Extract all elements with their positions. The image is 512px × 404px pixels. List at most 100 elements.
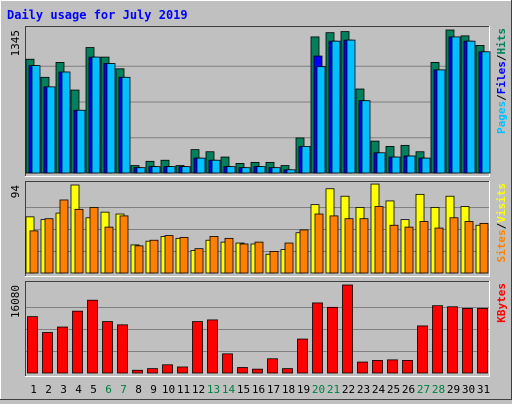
bar-pages-day-11	[181, 166, 191, 174]
bar-pages-day-29	[451, 36, 461, 174]
x-tick-label: 17	[267, 383, 280, 396]
bar-kbytes-day-9	[147, 368, 158, 374]
bar-sites-day-11	[179, 237, 189, 274]
bar-kbytes-day-2	[42, 332, 53, 374]
bar-sites-day-19	[299, 229, 309, 274]
panel-legend: Sites/Visits	[495, 183, 508, 263]
bar-sites-day-22	[344, 218, 354, 274]
bar-kbytes-day-4	[72, 310, 83, 374]
x-tick-label: 6	[105, 383, 112, 396]
bar-sites-day-26	[404, 226, 414, 274]
x-tick-label: 30	[462, 383, 475, 396]
bar-sites-day-17	[269, 251, 279, 274]
bar-kbytes-day-21	[327, 306, 338, 374]
x-tick-label: 11	[177, 383, 190, 396]
x-tick-label: 20	[312, 383, 325, 396]
bar-kbytes-day-30	[462, 308, 473, 374]
x-tick-label: 8	[135, 383, 142, 396]
legend-item: Files	[495, 61, 508, 94]
x-tick-label: 2	[45, 383, 52, 396]
bar-sites-day-20	[314, 213, 324, 274]
x-tick-label: 15	[237, 383, 250, 396]
bar-pages-day-24	[376, 152, 386, 174]
bar-pages-day-12	[196, 157, 206, 174]
legend-item: Pages	[495, 101, 508, 134]
x-tick-label: 26	[402, 383, 415, 396]
bar-kbytes-day-10	[162, 364, 173, 374]
panel-legend: Pages/Files/Hits	[495, 28, 508, 134]
legend-item: /	[495, 94, 508, 101]
x-tick-label: 13	[207, 383, 220, 396]
bar-pages-day-9	[151, 166, 161, 174]
bar-sites-day-13	[209, 236, 219, 274]
bar-sites-day-2	[44, 218, 54, 274]
bar-kbytes-day-16	[252, 368, 263, 374]
bar-kbytes-day-26	[402, 360, 413, 374]
bar-kbytes-day-6	[102, 321, 113, 374]
legend-item: /	[495, 54, 508, 61]
legend-item: Visits	[495, 183, 508, 223]
bar-kbytes-day-13	[207, 319, 218, 374]
x-tick-label: 23	[357, 383, 370, 396]
bar-sites-day-16	[254, 241, 264, 274]
bar-kbytes-day-20	[312, 302, 323, 374]
bar-kbytes-day-24	[372, 360, 383, 374]
bar-pages-day-25	[391, 156, 401, 174]
bar-pages-day-5	[91, 56, 101, 174]
bar-sites-day-30	[464, 221, 474, 274]
x-tick-label: 19	[297, 383, 310, 396]
bar-sites-day-14	[224, 237, 234, 274]
chart-title: Daily usage for July 2019	[7, 8, 188, 22]
bar-kbytes-day-18	[282, 368, 293, 374]
bar-sites-day-4	[74, 208, 84, 274]
bar-pages-day-26	[406, 155, 416, 174]
bar-sites-day-27	[419, 221, 429, 274]
bar-sites-day-10	[164, 235, 174, 274]
bar-pages-day-18	[286, 169, 296, 174]
bar-kbytes-day-17	[267, 358, 278, 374]
bar-pages-day-22	[346, 39, 356, 174]
x-tick-label: 16	[252, 383, 265, 396]
bar-kbytes-day-3	[57, 326, 68, 374]
bar-pages-day-2	[46, 86, 56, 174]
x-tick-label: 24	[372, 383, 386, 396]
bar-pages-day-20	[316, 66, 326, 174]
bar-sites-day-1	[29, 230, 39, 274]
x-tick-label: 27	[417, 383, 430, 396]
x-tick-label: 29	[447, 383, 460, 396]
x-tick-label: 22	[342, 383, 355, 396]
y-max-label: 1345	[9, 30, 22, 57]
bar-kbytes-day-1	[27, 316, 38, 374]
bar-pages-day-1	[31, 65, 41, 174]
bar-kbytes-day-22	[342, 284, 353, 374]
bar-kbytes-day-14	[222, 353, 233, 374]
bar-kbytes-day-29	[447, 306, 458, 374]
x-tick-label: 21	[327, 383, 340, 396]
bar-pages-day-10	[166, 166, 176, 174]
bar-sites-day-28	[434, 227, 444, 274]
bar-sites-day-6	[104, 226, 114, 274]
x-tick-label: 10	[162, 383, 175, 396]
bar-pages-day-28	[436, 69, 446, 174]
bar-pages-day-27	[421, 157, 431, 174]
x-tick-label: 1	[30, 383, 37, 396]
bar-sites-day-18	[284, 242, 294, 274]
bar-sites-day-7	[119, 215, 129, 274]
bar-kbytes-day-27	[417, 325, 428, 374]
legend-item: Sites	[495, 229, 508, 262]
bar-pages-day-8	[136, 167, 146, 174]
y-max-label: 94	[9, 185, 22, 199]
x-tick-label: 7	[120, 383, 127, 396]
x-tick-label: 3	[60, 383, 67, 396]
y-max-label: 16080	[9, 285, 22, 318]
x-tick-label: 9	[150, 383, 157, 396]
x-tick-label: 28	[432, 383, 445, 396]
panel-visits-sites: 94 Sites/Visits	[9, 181, 508, 277]
legend-item: /	[495, 222, 508, 229]
bar-pages-day-6	[106, 63, 116, 174]
bar-pages-day-4	[76, 109, 86, 174]
bar-sites-day-29	[449, 217, 459, 274]
bar-pages-day-31	[481, 51, 491, 174]
panel-hits-files-pages: 1345 Pages/Files/Hits	[9, 26, 508, 177]
